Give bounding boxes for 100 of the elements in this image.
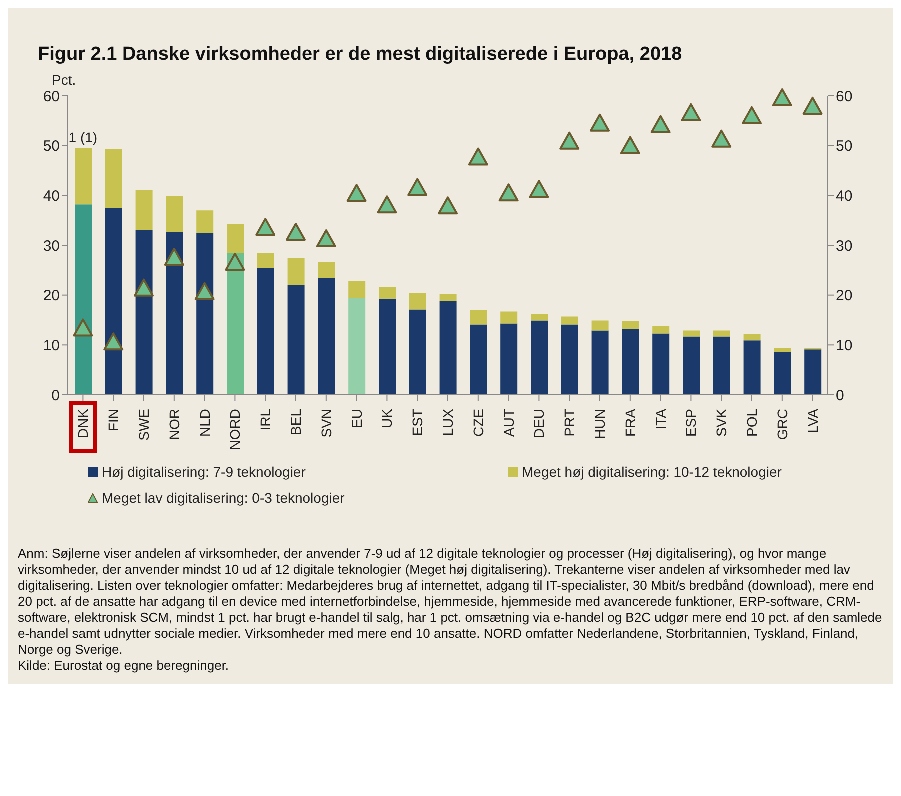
bar [409,293,426,310]
y-tick-label: 0 [52,387,60,404]
bar [744,334,761,341]
point [560,132,580,150]
point [802,96,823,115]
bar [136,190,153,231]
bar [75,148,92,205]
bar [683,336,700,395]
point [772,88,792,106]
point [316,230,336,248]
x-tick-label: NORD [227,409,244,450]
point [590,114,610,132]
y2-tick-label: 10 [836,337,853,354]
bar [409,310,426,395]
bar [713,330,730,337]
x-tick-label: FIN [106,409,122,432]
bar [257,268,274,395]
point [286,223,306,242]
x-tick-label: NLD [196,409,213,438]
bar [652,334,670,395]
bar [348,281,366,298]
bar [136,230,153,395]
bar [470,324,488,395]
x-tick-label: EU [348,409,365,428]
x-tick-label: HUN [592,409,608,440]
bar [561,316,578,325]
x-tick-label: SVK [714,408,730,438]
point [104,332,124,351]
bar [196,210,214,234]
bar [227,224,244,254]
bar [652,326,670,334]
point [650,115,671,134]
bar [288,258,305,286]
point [742,106,762,124]
bar [531,314,548,321]
x-tick-label: PRT [562,408,578,437]
x-tick-label: LUX [440,408,456,436]
bar [774,352,792,395]
y2-tick-label: 40 [836,188,853,205]
x-tick-label: UK [379,408,396,428]
point [377,196,398,214]
bar [440,301,457,395]
x-tick-label: SVN [318,409,334,438]
y-axis-title: Pct. [52,72,76,88]
point [256,218,276,236]
x-tick-label: CZE [470,409,486,437]
point [134,278,154,297]
bar [379,287,396,299]
bar [713,336,730,395]
x-tick-label: NOR [166,409,182,440]
legend-label: Høj digitalisering: 7-9 teknologier [102,464,306,480]
x-tick-label: ITA [652,408,669,430]
y2-tick-label: 60 [836,88,853,106]
legend-label: Meget høj digitalisering: 10-12 teknologier [522,464,782,480]
bar [561,324,578,395]
bar [105,149,122,208]
bar [166,196,184,232]
bar [318,278,336,395]
point [529,180,550,198]
point [498,184,519,202]
legend-label: Meget lav digitalisering: 0-3 teknologier [102,490,345,506]
point [408,178,428,196]
y2-tick-label: 0 [836,387,844,404]
bar [379,298,396,395]
y2-tick-label: 20 [836,288,853,305]
annotation: 1 (1) [68,129,98,146]
point [73,318,94,337]
point [164,248,184,266]
x-tick-label: POL [744,408,760,438]
bar [348,298,366,395]
bar [440,294,457,302]
bar [257,252,274,268]
bar [500,324,518,395]
bar [531,320,548,395]
y-tick-label: 50 [43,138,60,156]
x-tick-label: EST [410,408,426,436]
x-tick-label: DNK [75,408,92,439]
bar [683,330,700,337]
point [681,103,702,122]
bar [622,329,640,395]
point [468,148,488,166]
bar [622,321,640,330]
x-tick-label: LVA [804,408,821,434]
chart-title: Figur 2.1 Danske virksomheder er de mest digitaliserede i Europa, 2018 [37,43,684,66]
x-tick-label: IRL [258,408,274,431]
bar [500,312,518,324]
bar [105,208,122,395]
bar [75,204,92,395]
bar [470,310,488,325]
bar [288,285,305,395]
bar [318,262,336,278]
bar [744,340,761,395]
x-tick-label: SWE [136,409,152,441]
x-tick-label: DEU [531,409,548,439]
text: Anm: Søjlerne viser andelen af virksomheder, der anvender 7-9 ud af 12 digitale teknologier og processer (Høj digitalisering), og hvor mange virksomheder, der anvender mindst 10 ud af 12 digitale teknologier (Meget høj digitalisering). Trekanterne viser andelen af virksomheder med lav digitalisering. Listen over teknologier omfatter: Medarbejderes brug af internettet, adgang til IT-specialister, 30 Mbit/s bredbånd (download), mere end 20 pct. af de ansatte har adgang til en device med internetforbindelse, hjemmeside, hjemmeside med avancerede funktioner, ERP-software, CRM-software, elektronisk SCM, mindst 1 pct. har brugt e-handel til salg, har 1 pct. omsætning via e-handel og B2C udgør mere end 10 pct. af den samlede e-handel samt udnytter sociale medier. Virksomheder med mere end 10 ansatte. NORD omfatter Nederlandene, Storbritannien, Tyskland, Finland, Norge og Sverige. [18,546,883,658]
y-tick-label: 60 [43,88,60,106]
bar [166,232,184,395]
bar [196,234,214,395]
bar [227,253,244,395]
y-tick-label: 10 [43,337,60,354]
